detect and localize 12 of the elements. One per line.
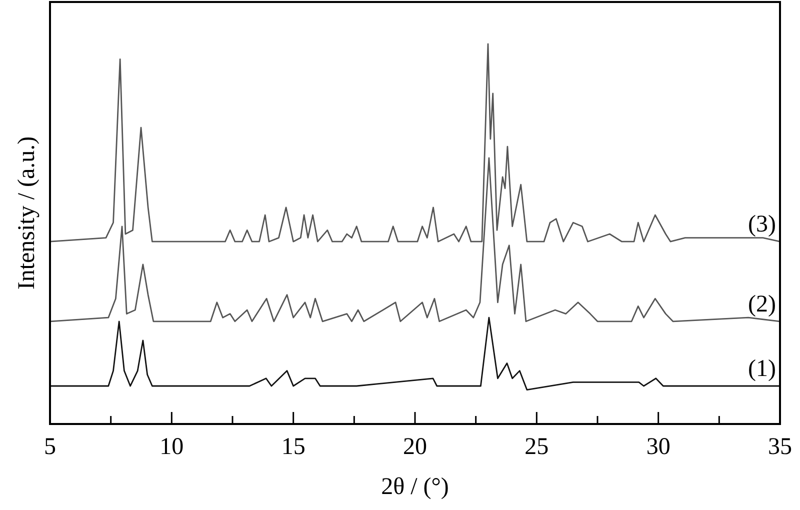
x-tick-label: 25: [524, 434, 549, 460]
series-label: (1): [748, 356, 776, 382]
y-axis-title: Intensity / (a.u.): [14, 136, 40, 290]
x-tick-label: 30: [646, 434, 670, 460]
x-tick-label: 35: [768, 434, 792, 460]
x-tick-label: 15: [281, 434, 306, 460]
x-tick-label: 5: [44, 434, 56, 460]
series-label: (3): [748, 212, 776, 238]
x-axis-title: 2θ / (°): [381, 474, 449, 500]
x-tick-label: 10: [160, 434, 184, 460]
series-label: (2): [748, 291, 776, 318]
x-tick-label: 20: [403, 434, 427, 460]
